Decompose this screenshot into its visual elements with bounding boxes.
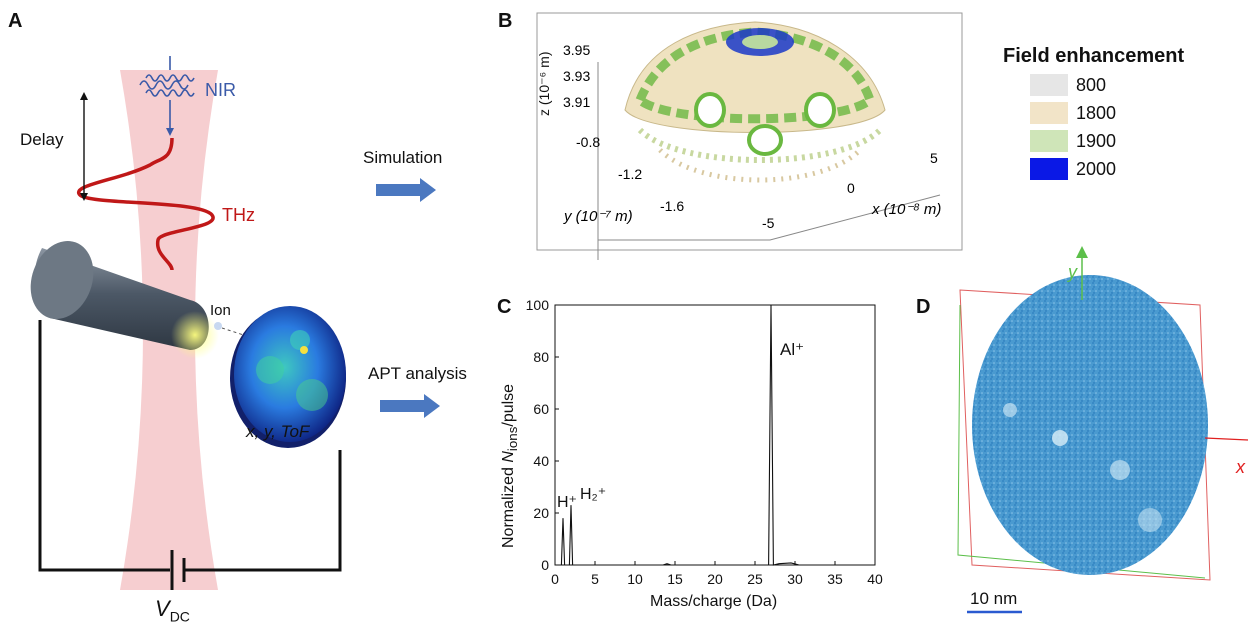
nir-pulse (139, 56, 195, 130)
ion-label: Ion (210, 302, 231, 319)
y-tick: -0.8 (576, 134, 601, 150)
legend-item: 1900 (1030, 130, 1116, 152)
legend-title: Field enhancement (1003, 45, 1185, 67)
z-tick: 3.93 (563, 68, 591, 84)
legend-label: 1800 (1076, 102, 1117, 123)
atom-cloud (972, 275, 1208, 575)
y-tick: -1.6 (660, 198, 685, 214)
tip-base (30, 241, 94, 319)
thz-wave (76, 137, 215, 271)
y-tick-label: 40 (533, 453, 549, 469)
legend-item: 1800 (1030, 102, 1116, 124)
scalebar-label: 10 nm (970, 589, 1018, 608)
y-tick-label: 100 (526, 297, 550, 313)
legend-swatch (1030, 74, 1068, 96)
x-tick-label: 15 (667, 571, 683, 587)
x-tick-label: 25 (747, 571, 763, 587)
y-tick-label: 20 (533, 505, 549, 521)
dome-1900 (634, 27, 876, 124)
xy-tof-label: x, y, ToF (246, 422, 310, 441)
z-tick: 3.91 (563, 94, 591, 110)
simulation-arrow (376, 178, 436, 202)
spectrum-line (555, 304, 875, 566)
detector-axis-x: x (1236, 457, 1245, 477)
legend-item: 800 (1030, 74, 1106, 96)
legend-item: 2000 (1030, 158, 1116, 180)
x-tick-label: 40 (867, 571, 883, 587)
panel-c-label: C (497, 296, 512, 318)
panel-b-label: B (498, 10, 513, 32)
x-tick-label: 5 (591, 571, 599, 587)
x-tick-label: 0 (551, 571, 559, 587)
legend-swatch (1030, 130, 1068, 152)
x-axis-label: x (10⁻⁸ m) (872, 201, 942, 218)
x-tick-label: 30 (787, 571, 803, 587)
x-tick: -5 (762, 215, 775, 231)
y-axis-label: y (10⁻⁷ m) (564, 208, 633, 225)
y-tick-label: 60 (533, 401, 549, 417)
peak-label-h2: H₂⁺ (580, 486, 607, 503)
apt-setup-schematic (30, 56, 346, 590)
y-tick: -1.2 (618, 166, 643, 182)
legend-swatch (1030, 158, 1068, 180)
legend-label: 800 (1076, 74, 1107, 95)
simulation-label: Simulation (363, 148, 443, 167)
y-tick-label: 80 (533, 349, 549, 365)
peak-label-h: H⁺ (557, 494, 577, 511)
panel-d-label: D (916, 296, 931, 318)
x-axis-arrow (1204, 437, 1249, 441)
z-tick: 3.95 (563, 42, 591, 58)
field-enhancement-plot (536, 12, 963, 260)
detector-axis-y: y (1068, 262, 1077, 282)
x-tick-label: 20 (707, 571, 723, 587)
x-tick: 5 (930, 150, 938, 166)
apt-analysis-arrow (380, 394, 440, 418)
bounding-box-green (957, 304, 1206, 579)
panel-a-label: A (8, 10, 23, 32)
legend-label: 1900 (1076, 130, 1117, 151)
vdc-label: VDC (155, 596, 190, 625)
circuit-wire (38, 320, 342, 572)
x-tick-label: 10 (627, 571, 643, 587)
x-tick: 0 (847, 180, 855, 196)
thz-label: THz (222, 205, 255, 225)
field-glow (171, 311, 219, 359)
nir-label: NIR (205, 80, 236, 100)
y-tick-label: 0 (541, 557, 549, 573)
ion-dot (214, 322, 222, 330)
legend-swatch (1030, 102, 1068, 124)
legend-label: 2000 (1076, 158, 1117, 179)
apt-analysis-label: APT analysis (368, 364, 467, 383)
peak-label-al: Al⁺ (780, 340, 805, 359)
x-tick-label: 35 (827, 571, 843, 587)
chart-x-label: Mass/charge (Da) (650, 593, 778, 610)
delay-label: Delay (20, 130, 64, 149)
